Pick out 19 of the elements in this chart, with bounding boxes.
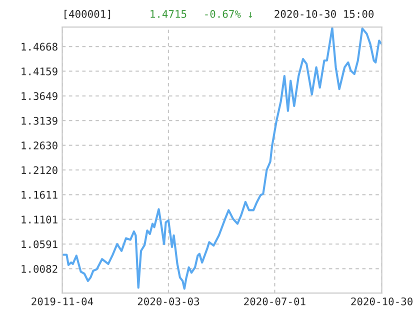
y-tick-label: 1.2630	[22, 142, 58, 150]
y-tick-label: 1.4159	[22, 67, 58, 76]
x-tick-label: 2020-10-30	[351, 297, 412, 306]
y-tick-label: 1.3139	[22, 116, 58, 125]
text: 2020-10-30 15:00	[274, 10, 374, 18]
y-tick-label: 1.4668	[22, 42, 58, 51]
y-tick-label: 1.1611	[22, 190, 58, 199]
y-tick-label: 1.1101	[22, 216, 58, 224]
y-tick-label: 1.0591	[22, 240, 58, 248]
y-tick-label: 1.3649	[22, 92, 58, 100]
line-series	[62, 27, 382, 290]
x-tick-label: 2020-03-03	[138, 297, 200, 306]
y-tick-label: 1.0082	[22, 264, 58, 273]
chart-title: [400001]	[64, 10, 110, 20]
text: 1.4715	[150, 10, 186, 18]
text: -0.67% ↓	[205, 10, 252, 18]
x-tick-label: 2019-11-04	[32, 297, 94, 306]
x-tick-label: 2020-07-01	[244, 297, 306, 306]
y-tick-label: 1.2120	[22, 166, 58, 174]
